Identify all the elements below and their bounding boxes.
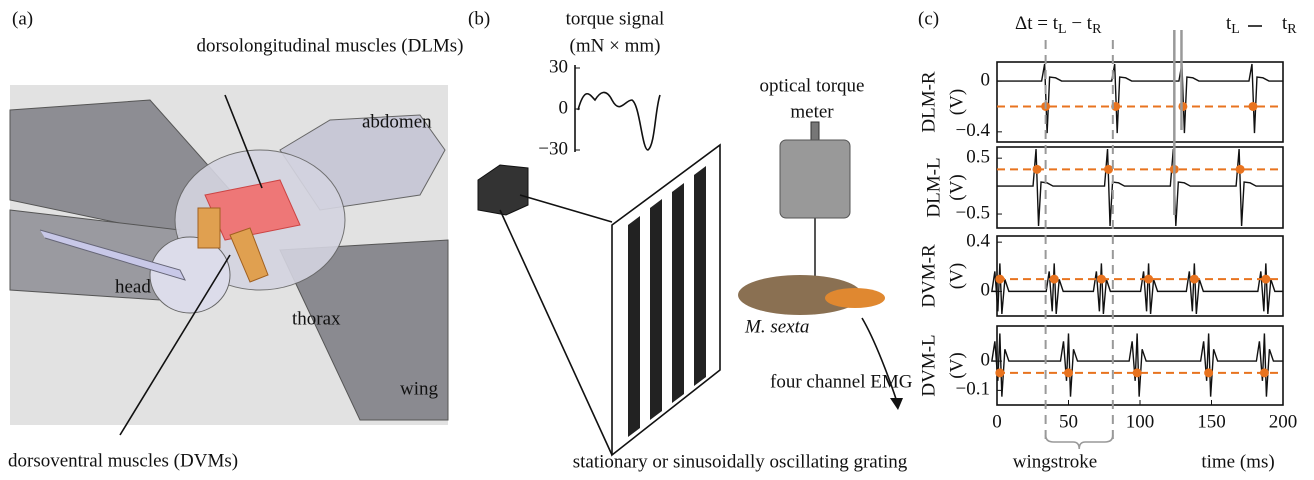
channel-name: DVM-R	[918, 244, 939, 308]
spike-dot	[1261, 275, 1270, 284]
spike-dot	[1144, 275, 1153, 284]
channel-unit: (V)	[946, 352, 967, 378]
figure: (a) dorsolongitudinal muscles (DLMs) abd…	[0, 0, 1314, 475]
label: meter	[790, 101, 834, 122]
x-axis-label: time (ms)	[1201, 451, 1274, 472]
y-tick-label: 0	[559, 97, 569, 118]
label: (mN × mm)	[570, 35, 661, 56]
spike-dot	[1064, 368, 1073, 377]
spike-dot	[1097, 275, 1106, 284]
delta-label: Δt = tL − tR	[1015, 13, 1102, 37]
emg-trace	[992, 263, 1283, 314]
channel-name: DVM-L	[918, 334, 939, 396]
channel-frame	[997, 236, 1283, 316]
x-tick-label: 200	[1269, 411, 1298, 432]
label: torque signal	[566, 8, 665, 29]
x-tick-label: 0	[992, 411, 1002, 432]
label: thorax	[292, 308, 341, 329]
gap-part: R	[1287, 22, 1297, 37]
label: abdomen	[362, 111, 432, 132]
emg-trace	[997, 149, 1283, 226]
torque-meter	[780, 140, 850, 218]
spike-dot	[1204, 368, 1213, 377]
y-tick-label: 0	[981, 69, 991, 90]
y-tick-label: 30	[549, 56, 568, 77]
label: optical torque	[760, 75, 865, 96]
delta-part: R	[1092, 22, 1102, 37]
spike-dot	[1190, 275, 1199, 284]
gap-label: tR	[1282, 13, 1297, 37]
spike-dot	[1050, 275, 1059, 284]
panel-label: (b)	[468, 8, 490, 29]
spike-dot	[995, 275, 1004, 284]
delta-part: Δt = t	[1015, 13, 1059, 34]
projection-line	[520, 195, 612, 222]
y-tick-label: 0.5	[966, 147, 990, 168]
x-tick-label: 50	[1059, 411, 1078, 432]
brace-label: wingstroke	[1013, 451, 1097, 472]
torque-trace	[578, 92, 660, 150]
spike-dot	[1133, 368, 1142, 377]
x-tick-label: 150	[1197, 411, 1226, 432]
dvm-muscle	[198, 208, 220, 248]
x-tick-label: 100	[1126, 411, 1155, 432]
y-tick-label: −30	[538, 138, 568, 159]
delta-part: − t	[1067, 13, 1093, 34]
label: M. sexta	[744, 316, 809, 337]
emg-trace	[992, 333, 1283, 396]
spike-dot	[1260, 368, 1269, 377]
channel-unit: (V)	[946, 263, 967, 289]
channel-name: DLM-R	[918, 71, 939, 133]
spike-dot	[1236, 165, 1245, 174]
emg-trace	[997, 64, 1283, 133]
brace	[1046, 435, 1113, 449]
gap-part: L	[1231, 22, 1240, 37]
label: dorsoventral muscles (DVMs)	[8, 450, 238, 471]
panel-label: (c)	[918, 8, 939, 29]
caption: stationary or sinusoidally oscillating g…	[573, 451, 908, 472]
moth-abdomen	[825, 288, 885, 308]
panel-label: (a)	[12, 8, 33, 29]
camera-box	[478, 165, 528, 215]
spike-dot	[1178, 102, 1187, 111]
channel-frame	[997, 62, 1283, 142]
y-tick-label: 0	[981, 349, 991, 370]
channel-unit: (V)	[946, 89, 967, 115]
channel-name: DLM-L	[923, 157, 944, 217]
spike-dot	[1104, 165, 1113, 174]
delta-part: L	[1058, 22, 1067, 37]
y-tick-label: −0.5	[956, 202, 990, 223]
spike-dot	[995, 368, 1004, 377]
spike-dot	[1033, 165, 1042, 174]
channel-unit: (V)	[946, 174, 967, 200]
panel-a: (a) dorsolongitudinal muscles (DLMs) abd…	[8, 8, 464, 471]
projection-line	[500, 210, 612, 455]
y-tick-label: −0.1	[956, 379, 990, 400]
y-tick-label: 0	[981, 280, 991, 301]
label: head	[115, 276, 151, 297]
label: four channel EMG	[770, 371, 913, 392]
y-tick-label: −0.4	[956, 120, 991, 141]
spike-dot	[1248, 102, 1257, 111]
arrowhead	[890, 398, 903, 410]
label: dorsolongitudinal muscles (DLMs)	[196, 35, 463, 56]
y-tick-label: 0.4	[966, 231, 990, 252]
label: wing	[400, 378, 439, 399]
panel-b: (b) torque signal (mN × mm) optical torq…	[468, 8, 913, 472]
gap-label: tL	[1226, 13, 1240, 37]
